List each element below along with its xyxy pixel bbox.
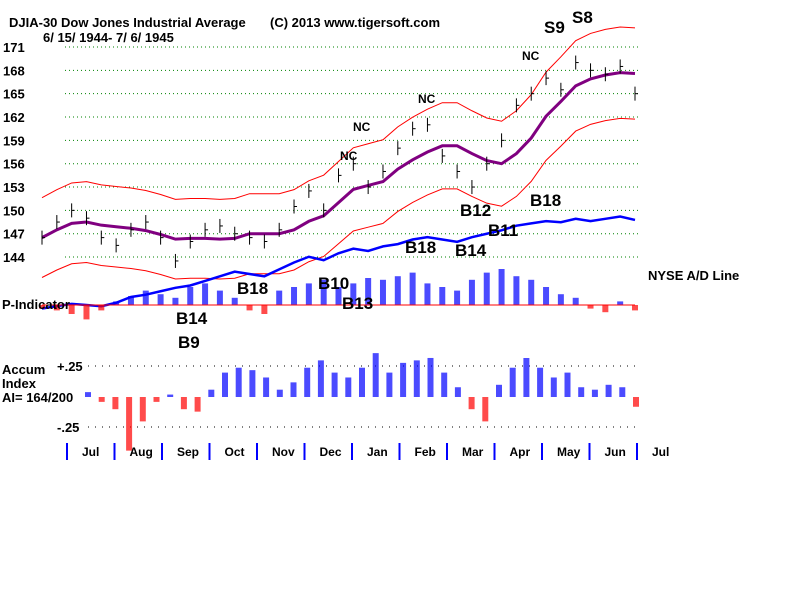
signal-label-b9: B9 [178, 333, 200, 352]
ad-line-label: NYSE A/D Line [648, 268, 740, 283]
signal-label-b10: B10 [318, 274, 349, 293]
price-tick-label: 165 [3, 87, 25, 102]
month-label: Feb [415, 445, 436, 459]
signal-label-nc: NC [522, 49, 540, 63]
price-tick-label: 153 [3, 180, 25, 195]
month-label: May [557, 445, 581, 459]
accum-lower-tick: -.25 [57, 420, 80, 435]
price-tick-label: 171 [3, 40, 25, 55]
signal-label-b14: B14 [176, 309, 208, 328]
signal-label-b18: B18 [530, 191, 561, 210]
signal-label-nc: NC [353, 120, 371, 134]
price-tick-label: 168 [3, 63, 25, 78]
price-tick-label: 159 [3, 133, 25, 148]
accum-label: Accum [2, 362, 46, 377]
index-label: Index [2, 376, 36, 391]
upper-band [41, 26, 636, 200]
signal-label-b12: B12 [460, 201, 491, 220]
signal-label-b18: B18 [405, 238, 436, 257]
signal-label-b18: B18 [237, 279, 268, 298]
price-tick-label: 147 [3, 227, 25, 242]
lower-band [41, 117, 636, 280]
accum-upper-tick: +.25 [57, 359, 83, 374]
month-label: Dec [320, 445, 342, 459]
ad-line [41, 215, 636, 310]
signal-label-s9: S9 [544, 18, 565, 37]
p-indicator-label: P-Indicator [2, 297, 70, 312]
signal-label-s8: S8 [572, 8, 593, 27]
signal-label-nc: NC [418, 92, 436, 106]
signal-label-nc: NC [340, 149, 358, 163]
price-tick-label: 162 [3, 110, 25, 125]
chart-title: DJIA-30 Dow Jones Industrial Average [9, 15, 246, 30]
month-label: Apr [510, 445, 531, 459]
copyright: (C) 2013 www.tigersoft.com [270, 15, 440, 30]
month-label: Oct [225, 445, 245, 459]
date-range: 6/ 15/ 1944- 7/ 6/ 1945 [43, 30, 174, 45]
month-label: Jun [605, 445, 626, 459]
month-label: Sep [177, 445, 199, 459]
month-label: Jul [82, 445, 99, 459]
signal-label-b11: B11 [488, 221, 518, 240]
month-label: Jul [652, 445, 669, 459]
signal-label-b14: B14 [455, 241, 487, 260]
signal-label-b13: B13 [342, 294, 373, 313]
moving-average-line [41, 71, 636, 241]
month-label: Nov [272, 445, 295, 459]
month-label: Mar [462, 445, 484, 459]
price-tick-label: 156 [3, 157, 25, 172]
ai-label: AI= 164/200 [2, 390, 74, 405]
month-label: Jan [367, 445, 388, 459]
price-tick-label: 150 [3, 203, 25, 218]
price-tick-label: 144 [3, 250, 25, 265]
month-label: Aug [130, 445, 153, 459]
